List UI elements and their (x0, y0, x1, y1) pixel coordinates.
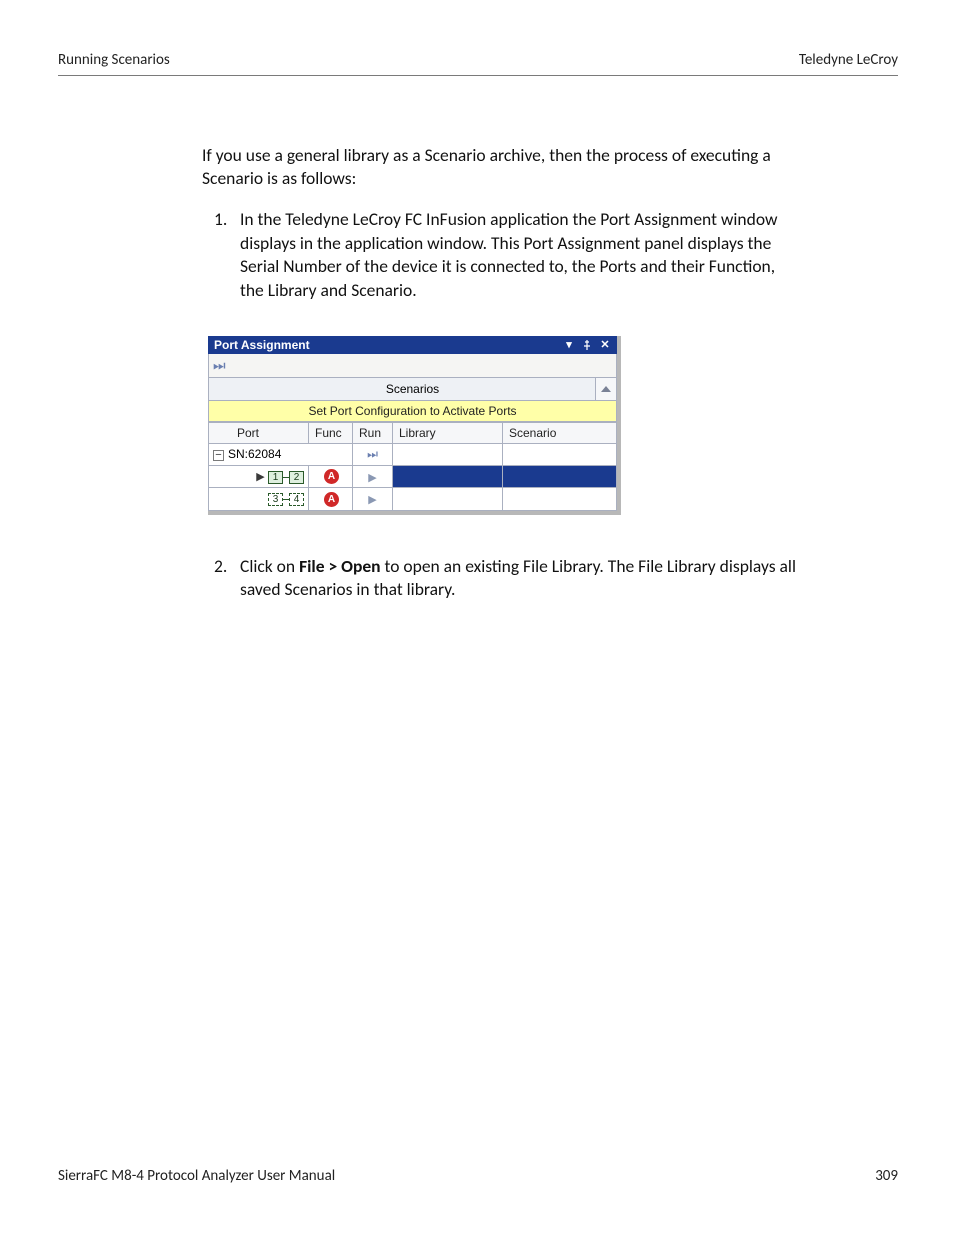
device-row: −SN:62084 ⏭ (209, 443, 617, 465)
step-1-text: In the Teledyne LeCroy FC InFusion appli… (240, 208, 777, 300)
pin-icon[interactable] (581, 339, 593, 351)
run-all-icon[interactable]: ⏭ (213, 357, 226, 374)
col-func: Func (309, 422, 353, 443)
table-header-row: Port Func Run Library Scenario (209, 422, 617, 443)
scenarios-section-header: Scenarios (208, 378, 617, 401)
run-cell-3-4[interactable]: ▶ (353, 488, 393, 510)
device-run-cell[interactable]: ⏭ (353, 443, 393, 465)
col-scenario: Scenario (503, 422, 617, 443)
step-2-bold: File > Open (299, 555, 381, 577)
step-1-number: 1. (214, 208, 227, 231)
port-cell-3-4: 34 (209, 488, 309, 510)
col-port: Port (209, 422, 309, 443)
port-row-3-4[interactable]: 34 A ▶ (209, 488, 617, 510)
tree-collapse-icon[interactable]: − (213, 450, 224, 461)
device-sn-cell[interactable]: −SN:62084 (209, 443, 353, 465)
port-cell-1-2: ▶ 12 (209, 465, 309, 487)
activation-warning: Set Port Configuration to Activate Ports (208, 401, 617, 422)
scenario-cell-1-2[interactable] (503, 465, 617, 487)
port-assignment-screenshot: Port Assignment ▾ ✕ ⏭ Scenarios (208, 336, 798, 515)
page-footer: SierraFC M8-4 Protocol Analyzer User Man… (58, 1167, 898, 1185)
footer-right: 309 (875, 1167, 898, 1185)
step-2-number: 2. (214, 555, 227, 578)
footer-left: SierraFC M8-4 Protocol Analyzer User Man… (58, 1167, 335, 1185)
panel-title-text: Port Assignment (214, 338, 310, 352)
panel-toolbar: ⏭ (208, 354, 617, 378)
port-table: Port Func Run Library Scenario −SN:62084… (208, 422, 617, 511)
step-1: 1. In the Teledyne LeCroy FC InFusion ap… (214, 208, 798, 302)
col-run: Run (353, 422, 393, 443)
page-header: Running Scenarios Teledyne LeCroy (58, 51, 898, 69)
func-cell-3-4: A (309, 488, 353, 510)
device-library-cell (393, 443, 503, 465)
step-2-text-a: Click on (240, 555, 299, 577)
close-icon[interactable]: ✕ (599, 339, 611, 351)
step-2: 2. Click on File > Open to open an exist… (214, 555, 798, 602)
dropdown-icon[interactable]: ▾ (563, 339, 575, 351)
analyzer-badge-icon: A (324, 492, 339, 507)
device-sn: SN:62084 (228, 447, 281, 461)
header-left: Running Scenarios (58, 51, 170, 69)
panel-titlebar[interactable]: Port Assignment ▾ ✕ (208, 336, 617, 354)
device-scenario-cell (503, 443, 617, 465)
scenario-cell-3-4[interactable] (503, 488, 617, 510)
func-cell-1-2: A (309, 465, 353, 487)
library-cell-1-2[interactable] (393, 465, 503, 487)
intro-paragraph: If you use a general library as a Scenar… (202, 144, 798, 190)
collapse-icon[interactable] (595, 377, 617, 401)
analyzer-badge-icon: A (324, 469, 339, 484)
library-cell-3-4[interactable] (393, 488, 503, 510)
scenarios-label: Scenarios (386, 382, 439, 396)
port-row-1-2[interactable]: ▶ 12 A ▶ (209, 465, 617, 487)
col-library: Library (393, 422, 503, 443)
run-cell-1-2[interactable]: ▶ (353, 465, 393, 487)
header-right: Teledyne LeCroy (799, 51, 898, 69)
